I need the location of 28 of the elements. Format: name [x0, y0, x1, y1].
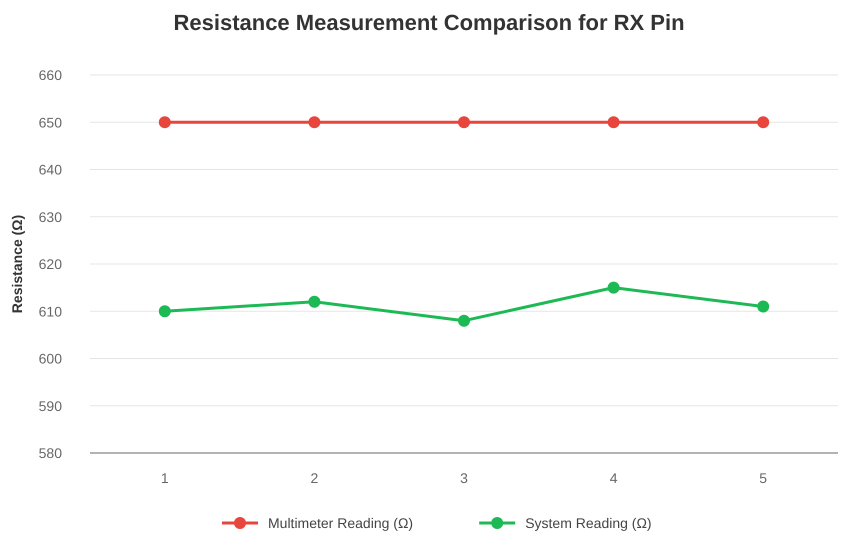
legend-label: Multimeter Reading (Ω): [268, 515, 414, 531]
chart-title: Resistance Measurement Comparison for RX Pin: [173, 10, 685, 35]
y-tick-label: 590: [38, 398, 62, 414]
y-tick-label: 620: [38, 256, 62, 272]
point: [608, 282, 620, 294]
point: [158, 116, 171, 128]
y-tick-label: 660: [38, 67, 62, 83]
x-tick-label: 1: [160, 470, 169, 486]
x-tick-label: 5: [759, 470, 768, 486]
point: [757, 116, 770, 128]
x-tick-label: 2: [310, 470, 318, 486]
point: [308, 116, 320, 128]
point: [608, 116, 620, 128]
y-tick-label: 630: [38, 208, 62, 225]
point: [158, 305, 171, 318]
y-tick-label: 640: [38, 162, 62, 178]
y-axis-title: Resistance (Ω): [9, 214, 25, 314]
x-tick-label: 4: [610, 470, 618, 486]
x-tick-label: 3: [460, 470, 468, 486]
y-tick-label: 610: [38, 303, 62, 320]
y-tick-label: 580: [38, 445, 62, 461]
y-tick-label: 600: [38, 350, 62, 366]
y-tick-label: 650: [38, 114, 62, 130]
point: [757, 300, 770, 313]
point: [458, 116, 470, 128]
point: [458, 314, 470, 327]
legend-label: System Reading (Ω): [525, 515, 652, 531]
point: [308, 296, 320, 308]
